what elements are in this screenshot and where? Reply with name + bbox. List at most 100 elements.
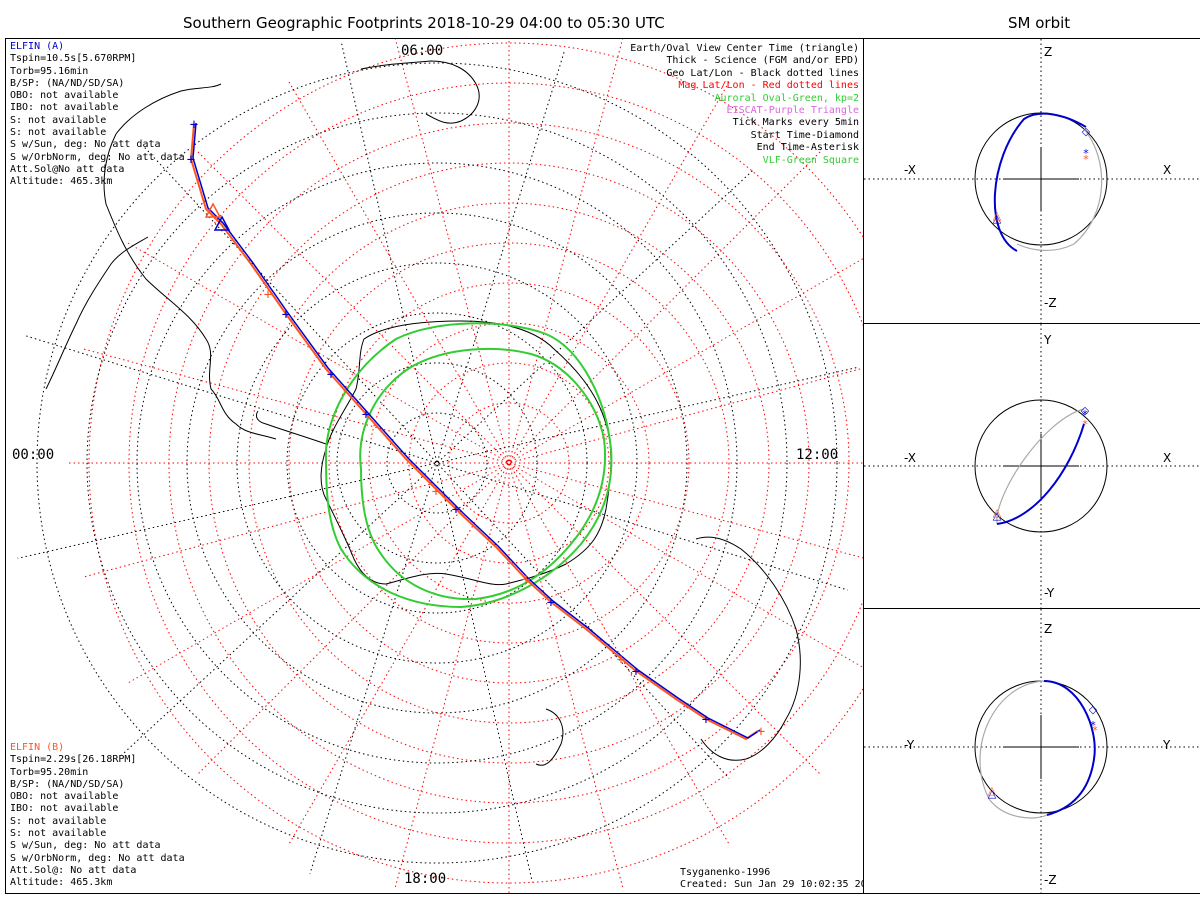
elfin-b-line: S: not available (10, 815, 107, 827)
orbit-path-science (993, 112, 1087, 252)
elfin-a-line: Att.Sol@No att data (10, 163, 125, 175)
axis-label-bottom: -Z (1044, 873, 1057, 887)
orbit-plot-yz: ◇**△△ (864, 609, 1200, 893)
tick-mark-a: + (187, 152, 195, 168)
mlt-label-left: 00:00 (12, 447, 55, 463)
view-center-triangle-b (204, 202, 222, 218)
orbit-title: SM orbit (1008, 14, 1071, 32)
view-triangle: △ (988, 787, 997, 800)
geo-grid (17, 43, 857, 883)
end-asterisk: * (1082, 408, 1088, 421)
view-triangle-b: △ (993, 506, 1002, 519)
legend-item: Thick - Science (FGM and/or EPD) (666, 55, 859, 67)
mag-latitude-circle (288, 242, 730, 684)
geo-longitude-line (26, 335, 848, 591)
elfin-a-line: Altitude: 465.3km (10, 176, 113, 188)
orbit-panel-xz: ◇ * * △ △ Z -Z -X X (864, 38, 1200, 324)
tick-mark-a: + (452, 502, 460, 518)
geo-latitude-circle (186, 212, 688, 714)
orbit-path-science (996, 423, 1085, 525)
orbit-path-gray (1016, 128, 1103, 251)
new-zealand-coastline (535, 708, 564, 766)
australia-coastline (695, 536, 801, 761)
axis-label-top: Z (1044, 622, 1053, 636)
geo-latitude-circle (236, 262, 638, 664)
south-america-tip-coastline (45, 236, 149, 390)
elfin-a-line: IBO: not available (10, 102, 119, 114)
auroral-oval-poleward (324, 322, 613, 609)
mag-latitude-circle (368, 322, 650, 604)
axis-label-left: -Y (904, 738, 915, 752)
elfin-a-line: B/SP: (NA/ND/SD/SA) (10, 77, 125, 89)
axis-label-bottom: -Y (1044, 586, 1055, 600)
legend-item: Earth/Oval View Center Time (triangle) (630, 43, 859, 54)
geo-latitude-circle (286, 312, 588, 614)
mag-latitude-circle (168, 122, 850, 804)
geo-latitude-circle (386, 412, 488, 514)
axis-label-right: Y (1163, 738, 1171, 752)
legend: Earth/Oval View Center Time (triangle) T… (630, 43, 859, 167)
elfin-b-line: Att.Sol@: No att data (10, 864, 137, 876)
start-diamond: ◇ (1081, 404, 1090, 417)
view-triangle: △ (993, 212, 1002, 225)
footprint-map-panel: + + + + + + + + + + + + + + ELFIN (A) Tspin=10.5s[5.6… (5, 38, 864, 894)
auroral-oval-equatorward (359, 347, 606, 601)
elfin-b-line: Altitude: 465.3km (10, 877, 113, 889)
geo-longitude-line (121, 170, 753, 756)
elfin-a-line: Tspin=10.5s[5.670RPM] (10, 53, 137, 65)
elfin-a-line: Torb=95.16min (10, 65, 89, 77)
view-triangle-b: △ (988, 784, 997, 797)
credit: Tsyganenko-1996 Created: Sun Jan 29 10:0… (680, 867, 864, 891)
elfin-a-line: S: not available (10, 127, 107, 139)
mag-latitude-circle (328, 282, 690, 644)
axis-label-top: Y (1044, 333, 1052, 347)
axis-label-top: Z (1044, 45, 1053, 59)
model-name: Tsyganenko-1996 (680, 867, 771, 878)
axis-label-left: -X (904, 451, 916, 465)
geo-latitude-circle (136, 162, 738, 764)
tick-mark-a: + (282, 307, 290, 323)
antarctic-peninsula-coastline (255, 410, 327, 445)
elfin-b-line: Tspin=2.29s[26.18RPM] (10, 754, 137, 766)
legend-item: Geo Lat/Lon - Black dotted lines (666, 67, 859, 79)
south-america-coastline (103, 83, 277, 440)
created-stamp: Created: Sun Jan 29 10:02:35 2023 (680, 879, 864, 890)
orbit-path-gray (996, 408, 1085, 525)
mag-latitude-circle (88, 42, 863, 884)
legend-item: Auroral Oval-Green, kp=2 (714, 92, 860, 104)
orbit-panel-yz: ◇ * * △ △ Z -Z -Y Y (864, 608, 1200, 894)
axis-label-left: -X (904, 163, 916, 177)
africa-coastline (360, 60, 480, 124)
main-title: Southern Geographic Footprints 2018-10-2… (183, 14, 665, 32)
elfin-b-line: OBO: not available (10, 791, 119, 803)
legend-item: VLF-Green Square (762, 154, 859, 166)
footprint-map: + + + + + + + + + + + + + + (17, 39, 863, 893)
geo-longitude-line (341, 43, 533, 883)
view-triangle: △ (993, 509, 1002, 522)
geo-longitude-line (144, 147, 730, 779)
auroral-ovals (324, 322, 613, 609)
end-asterisk: * (1090, 719, 1096, 732)
end-asterisk-b: * (1082, 418, 1088, 431)
axis-label-right: X (1163, 451, 1172, 465)
elfin-b-line: S w/Sun, deg: No att data (10, 840, 161, 852)
coastlines (45, 60, 801, 766)
elfin-b-line: S: not available (10, 828, 107, 840)
elfin-b-line: Torb=95.20min (10, 766, 89, 778)
legend-item: Tick Marks every 5min (732, 117, 859, 129)
geo-latitude-circle (86, 112, 788, 814)
elfin-b-info: ELFIN (B) Tspin=2.29s[26.18RPM] Torb=95.… (10, 742, 185, 890)
orbit-plot-xz: ◇**△△ (864, 39, 1200, 323)
orbit-plot-xy: ◇**△△ (864, 324, 1200, 608)
view-center-triangle-a (213, 215, 231, 231)
geo-longitude-line (309, 52, 565, 874)
tick-mark-a: + (327, 367, 335, 383)
legend-item: Mag Lat/Lon - Red dotted lines (678, 80, 859, 92)
start-diamond: ◇ (1089, 703, 1098, 716)
geo-latitude-circle (336, 362, 538, 564)
geo-latitude-circle (36, 62, 838, 864)
tick-mark-b: + (432, 484, 440, 500)
elfin-a-line: S: not available (10, 114, 107, 126)
tick-mark-b: + (757, 724, 765, 740)
end-asterisk: * (1083, 147, 1089, 160)
